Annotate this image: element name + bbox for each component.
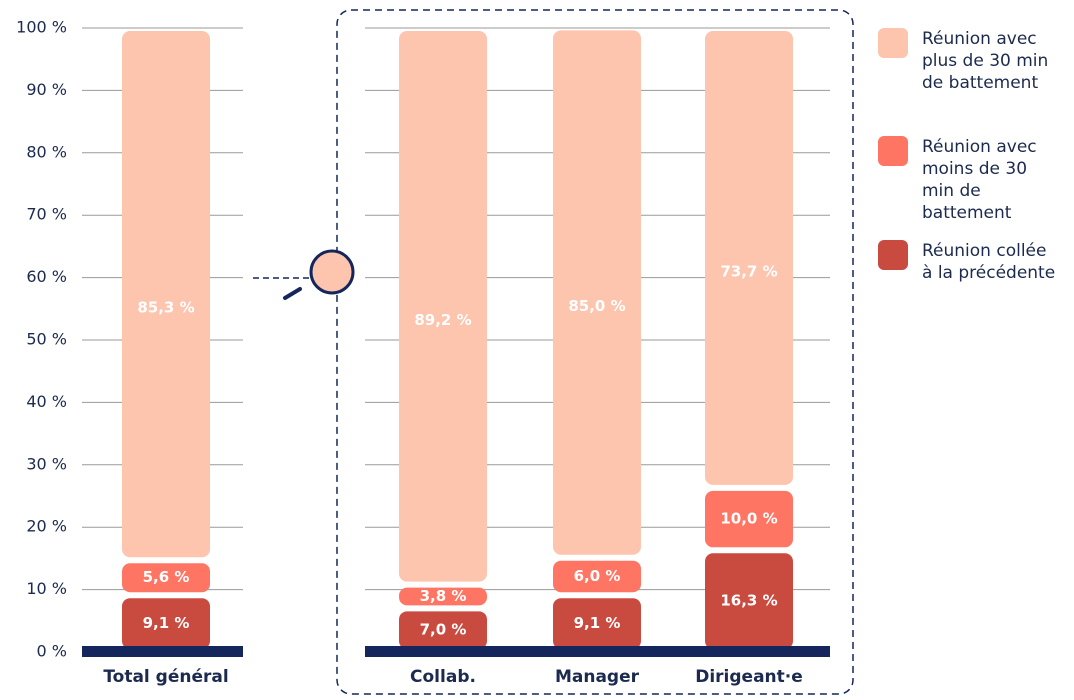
magnifier-handle — [283, 287, 302, 300]
value-label: 9,1 % — [143, 614, 190, 632]
legend-label: Réunion collée à la précédente — [922, 241, 1056, 283]
bar-segment — [399, 587, 487, 606]
bar-segment — [399, 611, 487, 649]
value-label: 85,3 % — [137, 299, 194, 317]
y-tick-label: 40 % — [26, 392, 67, 411]
bar-segment — [399, 31, 487, 582]
x-tick-label: Manager — [555, 667, 640, 687]
legend-label: Réunion avec plus de 30 min de battement — [922, 29, 1049, 93]
x-tick-label: Collab. — [410, 667, 476, 687]
legend-swatch — [878, 136, 908, 166]
y-tick-label: 10 % — [26, 579, 67, 598]
value-label: 7,0 % — [420, 621, 467, 639]
value-label: 9,1 % — [574, 614, 621, 632]
bar-segment — [122, 598, 210, 649]
baseline — [82, 646, 243, 657]
value-label: 10,0 % — [720, 510, 777, 528]
bar-segment — [122, 563, 210, 593]
bar-segment — [705, 553, 793, 649]
value-label: 16,3 % — [720, 592, 777, 610]
y-tick-label: 30 % — [26, 454, 67, 473]
value-label: 85,0 % — [568, 297, 625, 315]
y-tick-label: 50 % — [26, 330, 67, 349]
bar-segment — [553, 598, 641, 649]
legend-swatch — [878, 240, 908, 270]
value-label: 89,2 % — [414, 311, 471, 329]
bar-segment — [705, 490, 793, 548]
value-label: 5,6 % — [143, 568, 190, 586]
y-tick-label: 80 % — [26, 142, 67, 161]
y-tick-label: 90 % — [26, 80, 67, 99]
bar-segment — [553, 30, 641, 555]
legend-item: Réunion avec plus de 30 min de battement — [878, 28, 1062, 94]
legend-item: Réunion avec moins de 30 min de battemen… — [878, 136, 1062, 224]
y-tick-label: 100 % — [16, 18, 67, 37]
bar-segment — [122, 31, 210, 558]
magnifier — [309, 249, 355, 295]
x-tick-label: Dirigeant·e — [695, 667, 803, 687]
y-tick-label: 60 % — [26, 267, 67, 286]
baseline — [365, 646, 830, 657]
y-tick-label: 20 % — [26, 517, 67, 536]
bar-segment — [553, 560, 641, 593]
legend-label: Réunion avec moins de 30 min de battemen… — [922, 137, 1037, 223]
value-label: 3,8 % — [420, 587, 467, 605]
y-tick-label: 70 % — [26, 205, 67, 224]
x-tick-label: Total général — [103, 667, 228, 687]
bar-segment — [705, 31, 793, 485]
value-label: 73,7 % — [720, 262, 777, 280]
value-label: 6,0 % — [574, 567, 621, 585]
legend-swatch — [878, 28, 908, 58]
y-tick-label: 0 % — [37, 642, 67, 661]
legend-item: Réunion collée à la précédente — [878, 240, 1062, 284]
zoom-frame — [336, 9, 854, 695]
